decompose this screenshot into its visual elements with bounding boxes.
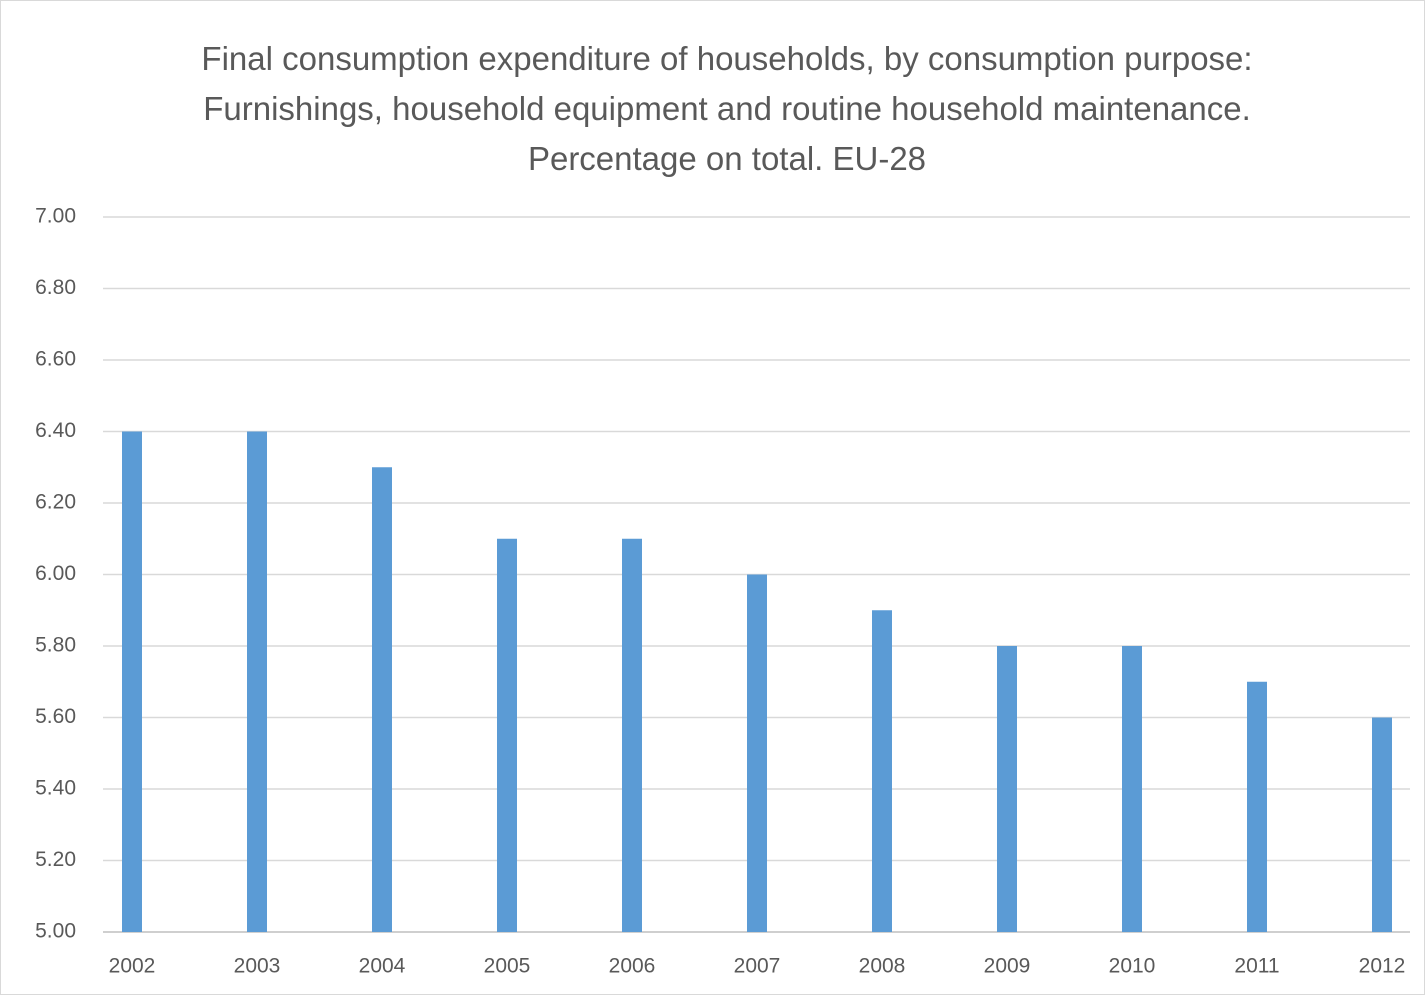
x-tick-label: 2002 — [109, 955, 156, 978]
y-tick-label: 6.40 — [35, 419, 76, 442]
y-tick-label: 5.40 — [35, 777, 76, 800]
x-tick-label: 2006 — [609, 955, 656, 978]
y-tick-label: 5.00 — [35, 920, 76, 943]
bar — [747, 574, 767, 932]
y-tick-label: 6.20 — [35, 491, 76, 514]
x-tick-label: 2003 — [234, 955, 281, 978]
y-tick-label: 6.80 — [35, 276, 76, 299]
y-tick-label: 6.00 — [35, 562, 76, 585]
y-tick-label: 7.00 — [35, 205, 76, 228]
chart-title: Final consumption expenditure of househo… — [201, 40, 1253, 177]
bar — [1122, 646, 1142, 932]
y-tick-label: 6.60 — [35, 348, 76, 371]
bar — [1247, 681, 1267, 932]
x-tick-label: 2007 — [734, 955, 781, 978]
bar — [872, 610, 892, 932]
bar — [122, 431, 142, 932]
bar — [997, 646, 1017, 932]
y-tick-label: 5.20 — [35, 848, 76, 871]
bar — [247, 431, 267, 932]
x-tick-label: 2009 — [984, 955, 1031, 978]
bar — [372, 467, 392, 932]
bar — [1372, 717, 1392, 932]
bar — [622, 538, 642, 932]
x-tick-label: 2010 — [1109, 955, 1156, 978]
x-tick-label: 2011 — [1234, 955, 1279, 978]
x-tick-label: 2008 — [859, 955, 906, 978]
bar — [497, 538, 517, 932]
x-tick-label: 2004 — [359, 955, 406, 978]
x-tick-label: 2005 — [484, 955, 531, 978]
y-tick-label: 5.60 — [35, 705, 76, 728]
x-tick-label: 2012 — [1359, 955, 1406, 978]
y-tick-label: 5.80 — [35, 634, 76, 657]
